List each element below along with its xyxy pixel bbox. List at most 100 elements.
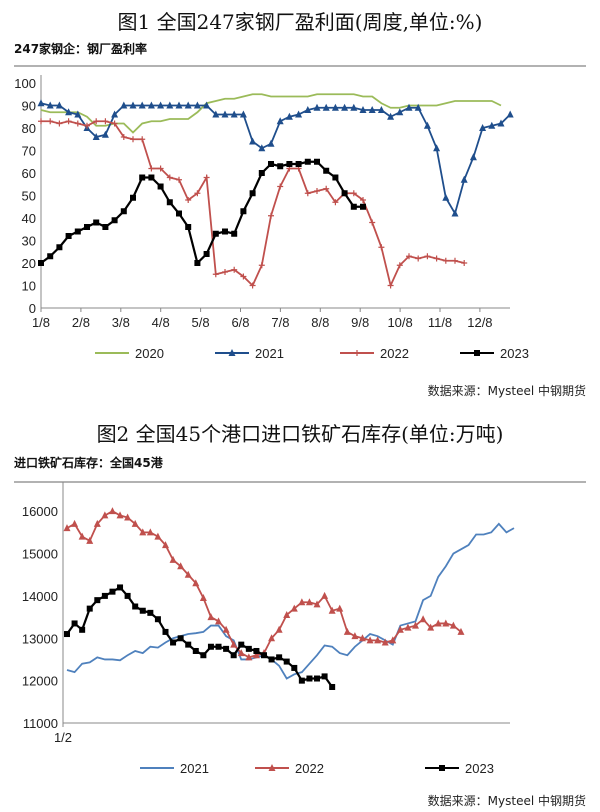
- data-point-2023: [321, 673, 328, 680]
- data-point-2022: [157, 165, 164, 172]
- data-point-2023: [147, 609, 154, 616]
- legend-label-2023: 2023: [500, 346, 529, 361]
- x-tick-label: 12/8: [467, 315, 492, 330]
- data-point-2023: [207, 643, 214, 650]
- y-tick-label: 11000: [23, 716, 58, 731]
- data-point-2022: [169, 555, 177, 563]
- y-tick-label: 12000: [22, 674, 58, 689]
- data-point-2021: [479, 124, 487, 131]
- series-line-2022: [66, 510, 462, 659]
- data-point-2023: [283, 658, 290, 665]
- x-tick-label: 9/8: [351, 315, 369, 330]
- data-point-2021: [322, 103, 330, 111]
- data-point-2022: [63, 524, 71, 532]
- data-point-2022: [323, 185, 330, 192]
- data-point-2021: [460, 175, 468, 183]
- data-point-2022: [332, 199, 339, 206]
- data-point-2023: [223, 645, 230, 652]
- data-point-2023: [94, 597, 101, 604]
- data-point-2022: [207, 613, 215, 621]
- x-tick-label: 10/8: [387, 315, 412, 330]
- data-point-2022: [387, 282, 394, 289]
- data-point-2022: [93, 519, 101, 527]
- data-point-2022: [47, 118, 54, 125]
- data-point-2022: [366, 636, 374, 644]
- data-point-2023: [185, 224, 192, 230]
- data-point-2022: [305, 598, 313, 606]
- x-tick-label: 8/8: [311, 315, 329, 330]
- data-point-2022: [304, 190, 311, 197]
- data-point-2023: [245, 645, 252, 652]
- legend-marker-2023: [439, 765, 445, 771]
- data-point-2022: [84, 122, 90, 129]
- data-point-2022: [102, 118, 109, 125]
- data-point-2021: [111, 110, 119, 118]
- data-point-2022: [351, 632, 359, 640]
- data-point-2023: [291, 664, 298, 671]
- data-point-2022: [449, 621, 457, 629]
- data-point-2022: [161, 541, 169, 549]
- data-point-2021: [331, 103, 339, 111]
- data-point-2022: [434, 619, 442, 627]
- data-point-2022: [277, 183, 284, 190]
- data-point-2023: [329, 683, 336, 690]
- data-point-2021: [74, 110, 82, 118]
- data-point-2023: [130, 194, 136, 201]
- data-point-2022: [424, 253, 431, 260]
- data-point-2021: [239, 110, 247, 118]
- chart2: 11000 12000 13000 14000 15000 16000 1/2 2021 202…: [14, 481, 586, 776]
- series-line-2021: [40, 102, 511, 216]
- data-point-2022: [65, 118, 72, 125]
- legend-label-2022: 2022: [380, 346, 409, 361]
- data-point-2021: [276, 117, 284, 125]
- data-point-2021: [313, 103, 321, 111]
- data-point-2023: [120, 208, 127, 215]
- y-tick-label: 0: [29, 301, 36, 316]
- data-point-2023: [323, 167, 330, 174]
- data-point-2021: [166, 101, 174, 109]
- y-tick-label: 90: [22, 99, 36, 114]
- data-point-2022: [177, 562, 185, 570]
- data-point-2023: [65, 233, 72, 239]
- data-point-2021: [267, 139, 275, 147]
- data-point-2022: [406, 253, 412, 260]
- data-point-2021: [359, 106, 367, 113]
- x-tick-label: 2/8: [72, 315, 90, 330]
- data-point-2022: [212, 271, 219, 278]
- y-tick-label: 20: [22, 256, 36, 271]
- data-point-2022: [378, 244, 385, 251]
- series-line-2022: [41, 120, 465, 289]
- data-point-2023: [117, 584, 124, 591]
- data-point-2021: [497, 119, 505, 127]
- data-point-2022: [461, 260, 468, 266]
- data-point-2022: [86, 536, 94, 544]
- data-point-2023: [249, 190, 256, 197]
- figure2-subtitle: 进口铁矿石库存：全国45港: [14, 456, 163, 470]
- y-tick-label: 80: [22, 121, 36, 136]
- data-point-2022: [328, 606, 336, 614]
- figure1-source: 数据来源：Mysteel 中钢期货: [427, 384, 586, 398]
- data-point-2023: [203, 251, 210, 257]
- data-point-2021: [129, 101, 137, 109]
- data-point-2022: [268, 634, 276, 642]
- data-point-2023: [139, 174, 146, 181]
- data-point-2023: [332, 174, 339, 181]
- data-point-2022: [298, 598, 306, 606]
- y-tick-label: 15000: [22, 547, 58, 562]
- data-point-2023: [64, 631, 70, 638]
- data-point-2022: [230, 640, 238, 648]
- data-point-2022: [38, 118, 44, 125]
- x-tick-label: 7/8: [271, 315, 289, 330]
- data-point-2022: [194, 190, 201, 197]
- data-point-2023: [170, 639, 177, 646]
- data-point-2022: [358, 634, 366, 642]
- figure1-title: 图1 全国247家钢厂盈利面(周度,单位:%): [117, 10, 483, 34]
- data-point-2022: [360, 197, 366, 203]
- data-point-2023: [240, 208, 247, 215]
- data-point-2021: [184, 101, 192, 109]
- data-point-2021: [295, 110, 303, 118]
- data-point-2022: [116, 511, 124, 519]
- data-point-2023: [111, 217, 118, 224]
- data-point-2021: [396, 108, 404, 116]
- data-point-2022: [374, 636, 382, 644]
